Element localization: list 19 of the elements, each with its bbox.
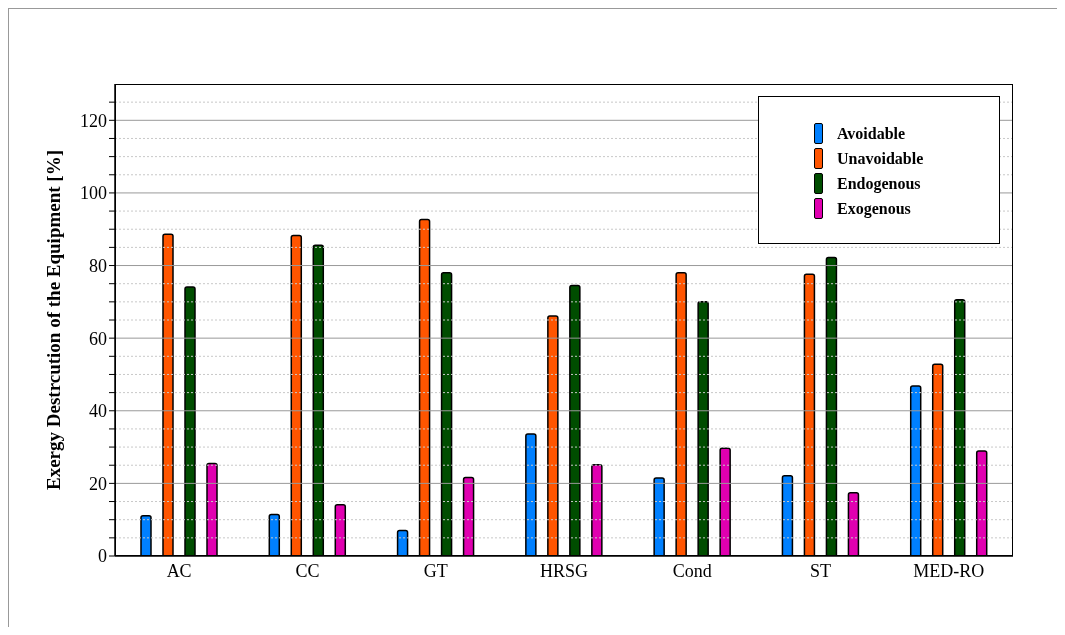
x-tick-label: HRSG (539, 560, 589, 581)
x-tick-label: AC (166, 560, 192, 581)
y-tick-label: 120 (80, 110, 107, 131)
legend-label: Endogenous (837, 174, 921, 193)
legend-label: Avoidable (837, 124, 906, 143)
x-tick-label: ST (810, 560, 832, 581)
y-tick-label: 40 (89, 401, 107, 422)
legend-label: Exogenous (837, 199, 911, 218)
x-tick-label: Cond (672, 560, 712, 581)
x-tick-label: CC (295, 560, 320, 581)
y-tick-label: 20 (89, 473, 107, 494)
y-tick-label: 0 (98, 546, 107, 567)
y-axis-title: Exergy Destrcution of the Equipment [%] (42, 149, 64, 491)
x-tick-label: MED-RO (913, 560, 985, 581)
y-tick-label: 80 (89, 255, 107, 276)
x-tick-label: GT (423, 560, 448, 581)
legend-label: Unavoidable (837, 149, 924, 168)
y-tick-label: 60 (89, 328, 107, 349)
y-tick-label: 100 (80, 183, 107, 204)
